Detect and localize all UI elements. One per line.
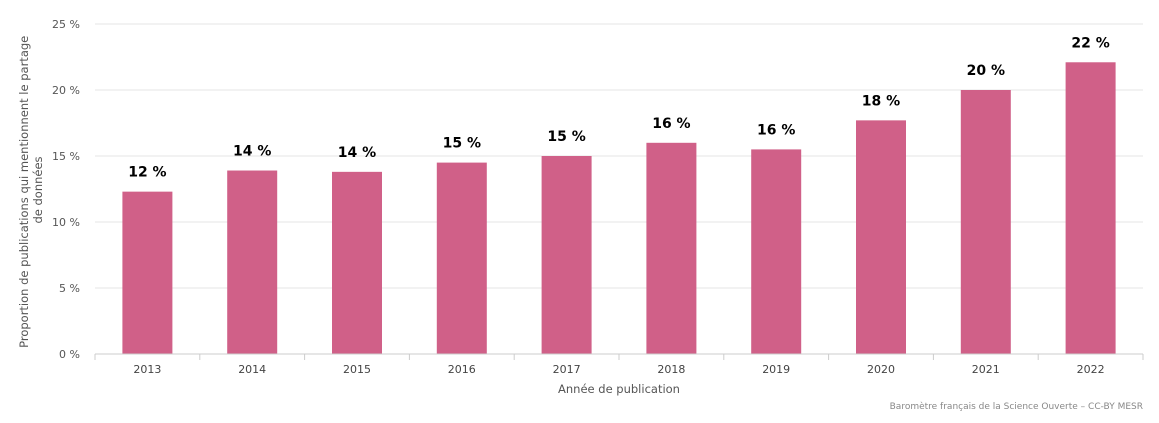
data-label-2021: 20 % (967, 63, 1005, 79)
data-labels: 12 % 14 % 14 % 15 % 15 % 16 % 16 % 18 % 20 % 22 % (128, 35, 1110, 180)
data-label-2020: 18 % (862, 93, 900, 109)
data-label-2017: 15 % (547, 129, 585, 145)
y-tick-label: 0 % (59, 348, 80, 361)
x-tick-label-2021: 2021 (972, 363, 1000, 376)
bar-2016[interactable] (436, 162, 487, 354)
x-tick-label-2017: 2017 (553, 363, 581, 376)
x-tick-label-2015: 2015 (343, 363, 371, 376)
y-axis-label: Proportion de publications qui mentionne… (17, 32, 45, 348)
x-tick-label-2019: 2019 (762, 363, 790, 376)
data-label-2022: 22 % (1071, 35, 1109, 51)
data-label-2018: 16 % (652, 116, 690, 132)
data-label-2013: 12 % (128, 165, 166, 181)
y-tick-label: 10 % (52, 216, 80, 229)
x-tick-label-2014: 2014 (238, 363, 266, 376)
x-axis-label: Année de publication (558, 382, 680, 396)
y-tick-label: 20 % (52, 84, 80, 97)
bar-2017[interactable] (541, 156, 592, 354)
y-tick-label: 25 % (52, 18, 80, 31)
bar-2022[interactable] (1065, 62, 1116, 354)
x-tick-label-2016: 2016 (448, 363, 476, 376)
bar-2015[interactable] (332, 171, 382, 354)
data-label-2016: 15 % (443, 136, 481, 152)
bars (122, 62, 1116, 354)
y-tick-label: 5 % (59, 282, 80, 295)
x-tick-label-2020: 2020 (867, 363, 895, 376)
y-axis-ticks: 0 % 5 % 10 % 15 % 20 % 25 % (52, 18, 80, 361)
bar-2014[interactable] (227, 170, 278, 354)
data-label-2019: 16 % (757, 122, 795, 138)
bar-2020[interactable] (856, 120, 906, 354)
credit-text: Baromètre français de la Science Ouverte… (890, 401, 1143, 412)
x-tick-label-2013: 2013 (133, 363, 161, 376)
bar-2013[interactable] (122, 191, 173, 354)
data-label-2014: 14 % (233, 144, 271, 160)
x-axis-ticks: 2013 2014 2015 2016 2017 2018 2019 2020 2021 2022 (94, 354, 1144, 376)
y-axis-label-line-1: Proportion de publications qui mentionne… (17, 36, 31, 348)
data-label-2015: 14 % (338, 145, 376, 161)
y-axis-label-line-2: de données (31, 156, 45, 223)
bar-2018[interactable] (646, 142, 697, 354)
x-tick-label-2018: 2018 (657, 363, 685, 376)
bar-2021[interactable] (960, 90, 1011, 354)
y-tick-label: 15 % (52, 150, 80, 163)
x-tick-label-2022: 2022 (1077, 363, 1105, 376)
bar-2019[interactable] (751, 149, 802, 354)
